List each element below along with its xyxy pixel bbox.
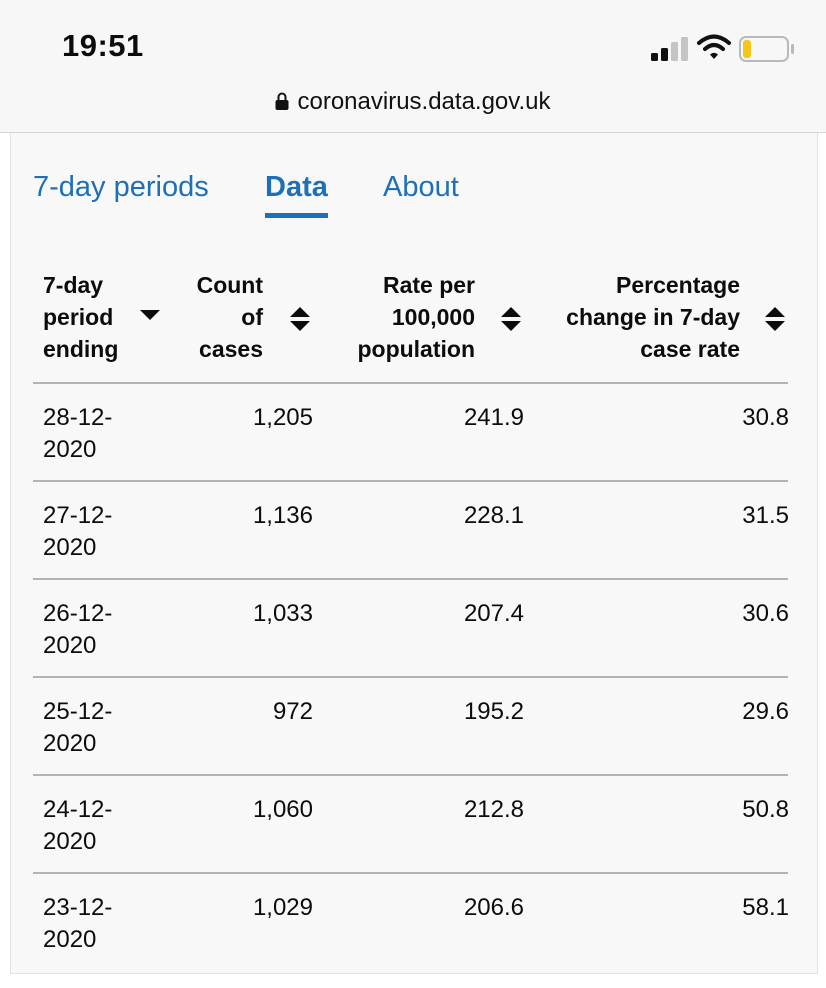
page-content: 7-day periods Data About 7-day period en… bbox=[10, 133, 818, 974]
table-header: 7-day period ending Count of cases Rate … bbox=[33, 269, 788, 384]
battery-low-icon bbox=[739, 36, 794, 62]
tab-about[interactable]: About bbox=[383, 171, 459, 204]
sort-both-icon[interactable] bbox=[289, 305, 311, 333]
status-time: 19:51 bbox=[62, 28, 144, 63]
column-header-change[interactable]: Percentage change in 7-day case rate bbox=[566, 272, 740, 362]
cell-period: 23-12- 2020 bbox=[43, 894, 113, 953]
column-header-rate[interactable]: Rate per 100,000 population bbox=[357, 272, 475, 362]
cell-change: 50.8 bbox=[742, 796, 789, 823]
cell-period: 26-12- 2020 bbox=[43, 600, 113, 659]
cell-rate: 207.4 bbox=[463, 600, 524, 627]
tab-label: 7-day periods bbox=[33, 171, 209, 203]
wifi-icon bbox=[697, 34, 731, 59]
cell-rate: 228.1 bbox=[463, 502, 524, 529]
table-row: 26-12- 2020 1,033 207.4 30.6 bbox=[33, 580, 789, 678]
sort-both-icon[interactable] bbox=[500, 305, 522, 333]
cell-rate: 206.6 bbox=[463, 894, 524, 921]
cellular-signal-icon bbox=[651, 37, 688, 61]
table-row: 28-12- 2020 1,205 241.9 30.8 bbox=[33, 384, 789, 482]
cell-change: 30.6 bbox=[742, 600, 789, 627]
tab-label: Data bbox=[265, 171, 328, 203]
cell-period: 24-12- 2020 bbox=[43, 796, 113, 855]
cell-change: 30.8 bbox=[742, 404, 789, 431]
tab-label: About bbox=[383, 171, 459, 203]
table-row: 24-12- 2020 1,060 212.8 50.8 bbox=[33, 776, 789, 874]
cell-period: 28-12- 2020 bbox=[43, 404, 113, 463]
table-row: 25-12- 2020 972 195.2 29.6 bbox=[33, 678, 789, 776]
cell-count: 1,029 bbox=[252, 894, 313, 921]
cell-change: 29.6 bbox=[742, 698, 789, 725]
cell-count: 1,136 bbox=[252, 502, 313, 529]
cell-rate: 195.2 bbox=[463, 698, 524, 725]
cell-change: 58.1 bbox=[742, 894, 789, 921]
cell-period: 25-12- 2020 bbox=[43, 698, 113, 757]
status-bar: 19:51 bbox=[0, 0, 826, 80]
cell-rate: 241.9 bbox=[463, 404, 524, 431]
column-header-period[interactable]: 7-day period ending bbox=[43, 272, 119, 362]
lock-icon bbox=[275, 92, 289, 110]
active-tab-indicator bbox=[265, 213, 328, 218]
column-header-count[interactable]: Count of cases bbox=[196, 272, 263, 362]
cell-count: 972 bbox=[272, 698, 313, 725]
tab-data[interactable]: Data bbox=[265, 171, 328, 218]
cell-rate: 212.8 bbox=[463, 796, 524, 823]
cell-change: 31.5 bbox=[742, 502, 789, 529]
table-row: 23-12- 2020 1,029 206.6 58.1 bbox=[33, 874, 789, 970]
cell-count: 1,205 bbox=[252, 404, 313, 431]
cell-count: 1,060 bbox=[252, 796, 313, 823]
tab-7-day-periods[interactable]: 7-day periods bbox=[33, 171, 209, 204]
cell-period: 27-12- 2020 bbox=[43, 502, 113, 561]
sort-both-icon[interactable] bbox=[764, 305, 786, 333]
sort-descending-icon[interactable] bbox=[139, 305, 161, 333]
cell-count: 1,033 bbox=[252, 600, 313, 627]
table-row: 27-12- 2020 1,136 228.1 31.5 bbox=[33, 482, 789, 580]
address-bar[interactable]: coronavirus.data.gov.uk bbox=[0, 80, 826, 133]
url-text: coronavirus.data.gov.uk bbox=[297, 88, 551, 115]
data-table: 7-day period ending Count of cases Rate … bbox=[33, 269, 789, 970]
